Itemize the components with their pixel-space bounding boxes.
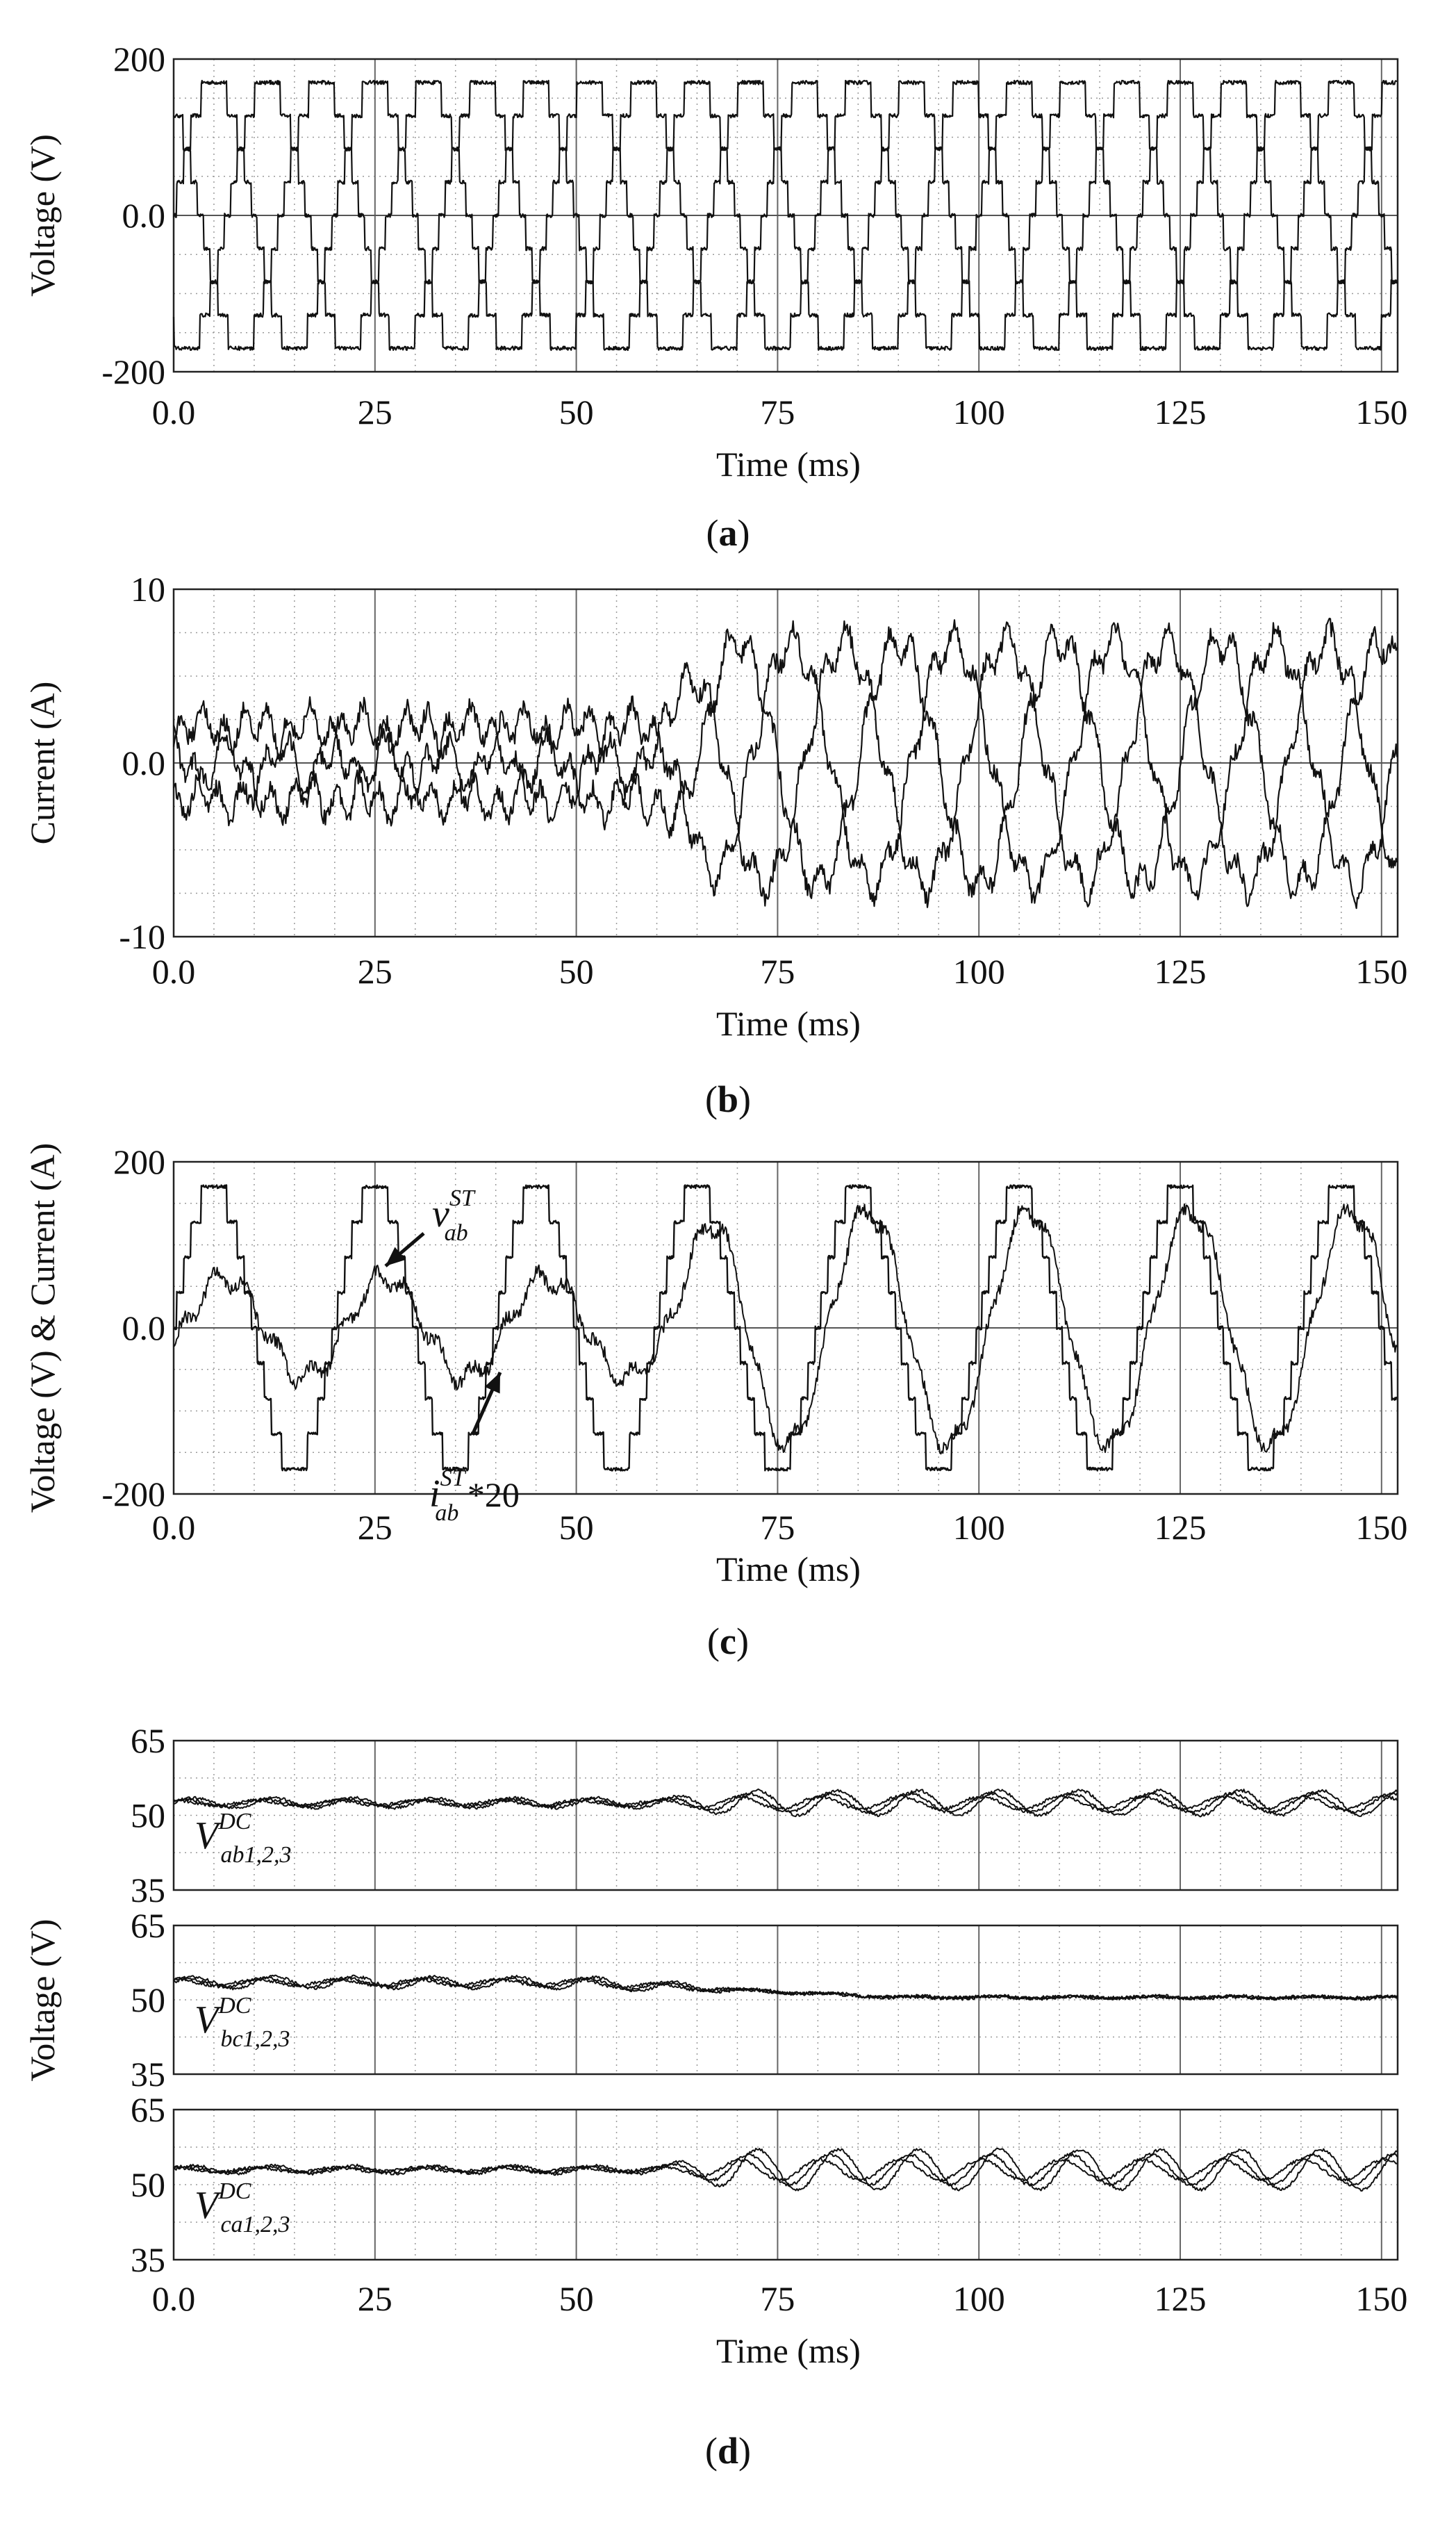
panel-d-sub-2-ytick-label: 35 [131,2055,165,2094]
panel-c-ylabel: Voltage (V) & Current (A) [23,1143,62,1513]
panel-d-sub-1-ytick-label: 50 [131,1796,165,1835]
panel-b-ytick-label: -10 [119,917,165,956]
panel-d-sub-2-series-3 [173,1977,1398,2001]
panel-d-ylabel: Voltage (V) [23,1919,62,2082]
panel-d-sub-3-series-3 [173,2157,1398,2182]
panel-c-series-current [173,1203,1398,1455]
panel-a-xtick-label: 100 [953,393,1005,432]
panel-d-xtick-label: 125 [1155,2279,1207,2318]
panel-d-sub-3-ytick-label: 65 [131,2090,165,2129]
panel-b-series-3 [172,619,1398,910]
panel-d-xtick-label: 25 [358,2279,392,2318]
panel-d-sub-2-label: VDC bc1,2,3 [195,1993,290,2052]
panel-d-sub-2-ytick-label: 50 [131,1980,165,2019]
panel-c-frame [172,1160,1399,1495]
panel-d-sub-3-ytick-label: 50 [131,2165,165,2204]
panel-d-sub-3-frame [172,2108,1399,2261]
panel-b-xtick-label: 25 [358,952,392,991]
panel-b-xtick-label: 100 [953,952,1005,991]
panel-c-xtick-label: 125 [1155,1508,1207,1547]
panel-b-xtick-label: 0.0 [152,952,196,991]
panel-a-xtick-label: 50 [559,393,594,432]
panel-b-xtick-label: 125 [1155,952,1207,991]
panel-b-xtick-label: 75 [760,952,795,991]
panel-d-xlabel: Time (ms) [716,2331,861,2370]
panel-b-ylabel: Current (A) [23,682,62,845]
panel-c-ytick-label: -200 [101,1475,165,1513]
panel-a-ytick-label: 200 [113,40,165,79]
panel-c-series-voltage [173,1184,1398,1472]
panel-d-caption: (d) [705,2430,751,2472]
panel-b-ytick-label: 10 [131,570,165,609]
panel-c-xtick-label: 25 [358,1508,392,1547]
panel-a-xlabel: Time (ms) [716,445,861,484]
panel-d-xtick-label: 100 [953,2279,1005,2318]
panel-d-sub-2-frame [172,1924,1399,2076]
panel-d-xtick-label: 75 [760,2279,795,2318]
panel-a-xtick-label: 75 [760,393,795,432]
chart-panel-d: 65 50 35 VDC ab1,2,3 65 50 35 VDC bc1,2,3 65 50 35 VD… [23,1721,1407,2472]
panel-b-xtick-label: 150 [1355,952,1407,991]
panel-d-xtick-label: 150 [1355,2279,1407,2318]
panel-c-xlabel: Time (ms) [716,1550,861,1588]
panel-c-xtick-label: 0.0 [152,1508,196,1547]
annotation-v-ab-st: vST ab [432,1185,476,1246]
panel-a-series-3 [172,79,1398,352]
panel-b-series-2 [172,623,1398,899]
annotation-i-ab-st-arrow-head [484,1372,500,1394]
panel-b-xlabel: Time (ms) [716,1004,861,1043]
panel-a-xtick-label: 150 [1355,393,1407,432]
panel-d-sub-2-ytick-label: 65 [131,1906,165,1945]
panel-c-ytick-label: 200 [113,1142,165,1181]
panel-d-xtick-label: 50 [559,2279,594,2318]
panel-d-sub-1-series-3 [173,1794,1398,1812]
panel-d-sub-3-series-2 [173,2152,1398,2187]
annotation-i-ab-st: iST ab *20 [429,1465,520,1526]
panel-c-xtick-label: 100 [953,1508,1005,1547]
panel-d-sub-1-frame [172,1739,1399,1891]
panel-c-xtick-label: 150 [1355,1508,1407,1547]
panel-c-xtick-label: 75 [760,1508,795,1547]
panel-c-xtick-label: 50 [559,1508,594,1547]
panel-d-sub-3-label: VDC ca1,2,3 [195,2178,290,2237]
panel-a-ylabel: Voltage (V) [23,134,62,297]
panel-c-caption: (c) [707,1620,749,1662]
annotation-v-ab-st-arrow-head [386,1247,406,1266]
panel-d-sub-1-label: VDC ab1,2,3 [195,1809,291,1868]
panel-d-sub-3-ytick-label: 35 [131,2240,165,2279]
panel-d-sub-1-ytick-label: 35 [131,1871,165,1909]
panel-b-caption: (b) [705,1078,751,1120]
panel-b-frame [172,588,1399,938]
panel-c-ytick-label: 0.0 [122,1308,166,1347]
panel-a-xtick-label: 0.0 [152,393,196,432]
panel-a-ytick-label: 0.0 [122,196,166,235]
panel-a-series-1 [172,79,1398,352]
panel-a-xtick-label: 125 [1155,393,1207,432]
panel-b-xtick-label: 50 [559,952,594,991]
panel-d-sub-1-ytick-label: 65 [131,1721,165,1760]
panel-a-ytick-label: -200 [101,352,165,391]
panel-a-caption: (a) [706,512,750,554]
panel-d-xtick-label: 0.0 [152,2279,196,2318]
panel-b-ytick-label: 0.0 [122,744,166,782]
panel-b-series-1 [172,617,1398,908]
panel-a-xtick-label: 25 [358,393,392,432]
